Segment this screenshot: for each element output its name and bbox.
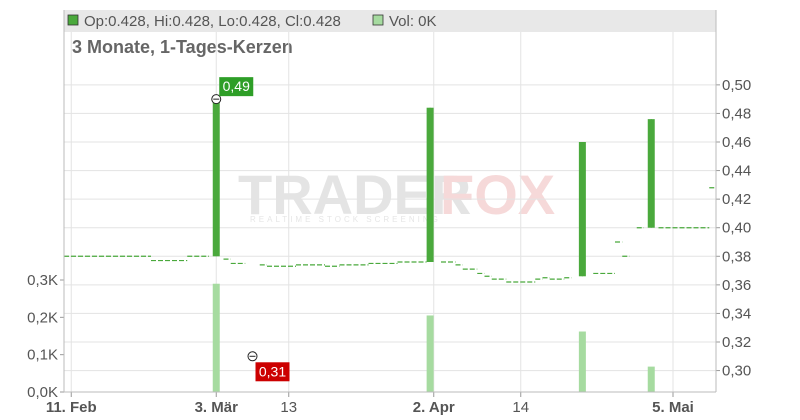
axes: 0,30 0,32 0,34 0,36 0,38 0,40 0,42 0,44 0,46 0,48… — [27, 10, 751, 416]
volume-bars — [212, 283, 655, 392]
volume-tick-label: 0,1K — [27, 347, 58, 364]
date-tick-label: 5. Mai — [652, 399, 694, 416]
price-tick-label: 0,40 — [722, 220, 751, 237]
date-tick-label: 13 — [280, 399, 297, 416]
annotation-label: 0,31 — [259, 363, 286, 379]
volume-tick-label: 0,0K — [27, 384, 58, 401]
watermark-brand-right: FOX — [440, 163, 555, 226]
volume-bar — [647, 366, 655, 392]
watermark-tagline: REALTIME STOCK SCREENING — [250, 215, 441, 224]
price-tick-label: 0,38 — [722, 248, 751, 265]
price-tick-label: 0,32 — [722, 334, 751, 351]
date-tick-label: 11. Feb — [46, 399, 97, 416]
candle-body — [647, 119, 655, 228]
date-tick-label: 14 — [512, 399, 529, 416]
volume-bar — [578, 331, 586, 392]
price-tick-label: 0,42 — [722, 191, 751, 208]
annotation-label: 0,49 — [223, 78, 250, 94]
price-segments — [64, 187, 717, 283]
legend-price-swatch — [67, 14, 79, 26]
price-tick-label: 0,34 — [722, 305, 751, 322]
candle-body — [426, 107, 434, 262]
legend-volume-swatch — [372, 14, 384, 26]
price-tick-label: 0,44 — [722, 163, 751, 180]
legend-bar — [64, 10, 716, 32]
price-tick-label: 0,50 — [722, 77, 751, 94]
date-tick-label: 3. Mär — [195, 399, 239, 416]
price-tick-label: 0,36 — [722, 277, 751, 294]
volume-tick-label: 0,3K — [27, 272, 58, 289]
annotation-box — [255, 362, 290, 382]
price-tick-label: 0,48 — [722, 105, 751, 122]
legend-volume-text: Vol: 0K — [389, 13, 437, 30]
date-tick-label: 2. Apr — [413, 399, 455, 416]
volume-bar — [212, 283, 220, 392]
annotations: 0,49 0,31 — [211, 77, 290, 382]
volume-bar — [426, 315, 434, 392]
traderfox-watermark: TRADER FOX REALTIME STOCK SCREENING — [238, 163, 555, 226]
price-tick-label: 0,46 — [722, 134, 751, 151]
volume-tick-label: 0,2K — [27, 309, 58, 326]
candle-body — [212, 99, 220, 257]
chart-subtitle: 3 Monate, 1-Tages-Kerzen — [72, 37, 293, 57]
candles — [212, 99, 655, 277]
price-tick-label: 0,30 — [722, 363, 751, 380]
candle-body — [578, 142, 586, 277]
legend-ohlc-text: Op:0.428, Hi:0.428, Lo:0.428, Cl:0.428 — [84, 13, 341, 30]
annotation-box — [219, 77, 254, 97]
